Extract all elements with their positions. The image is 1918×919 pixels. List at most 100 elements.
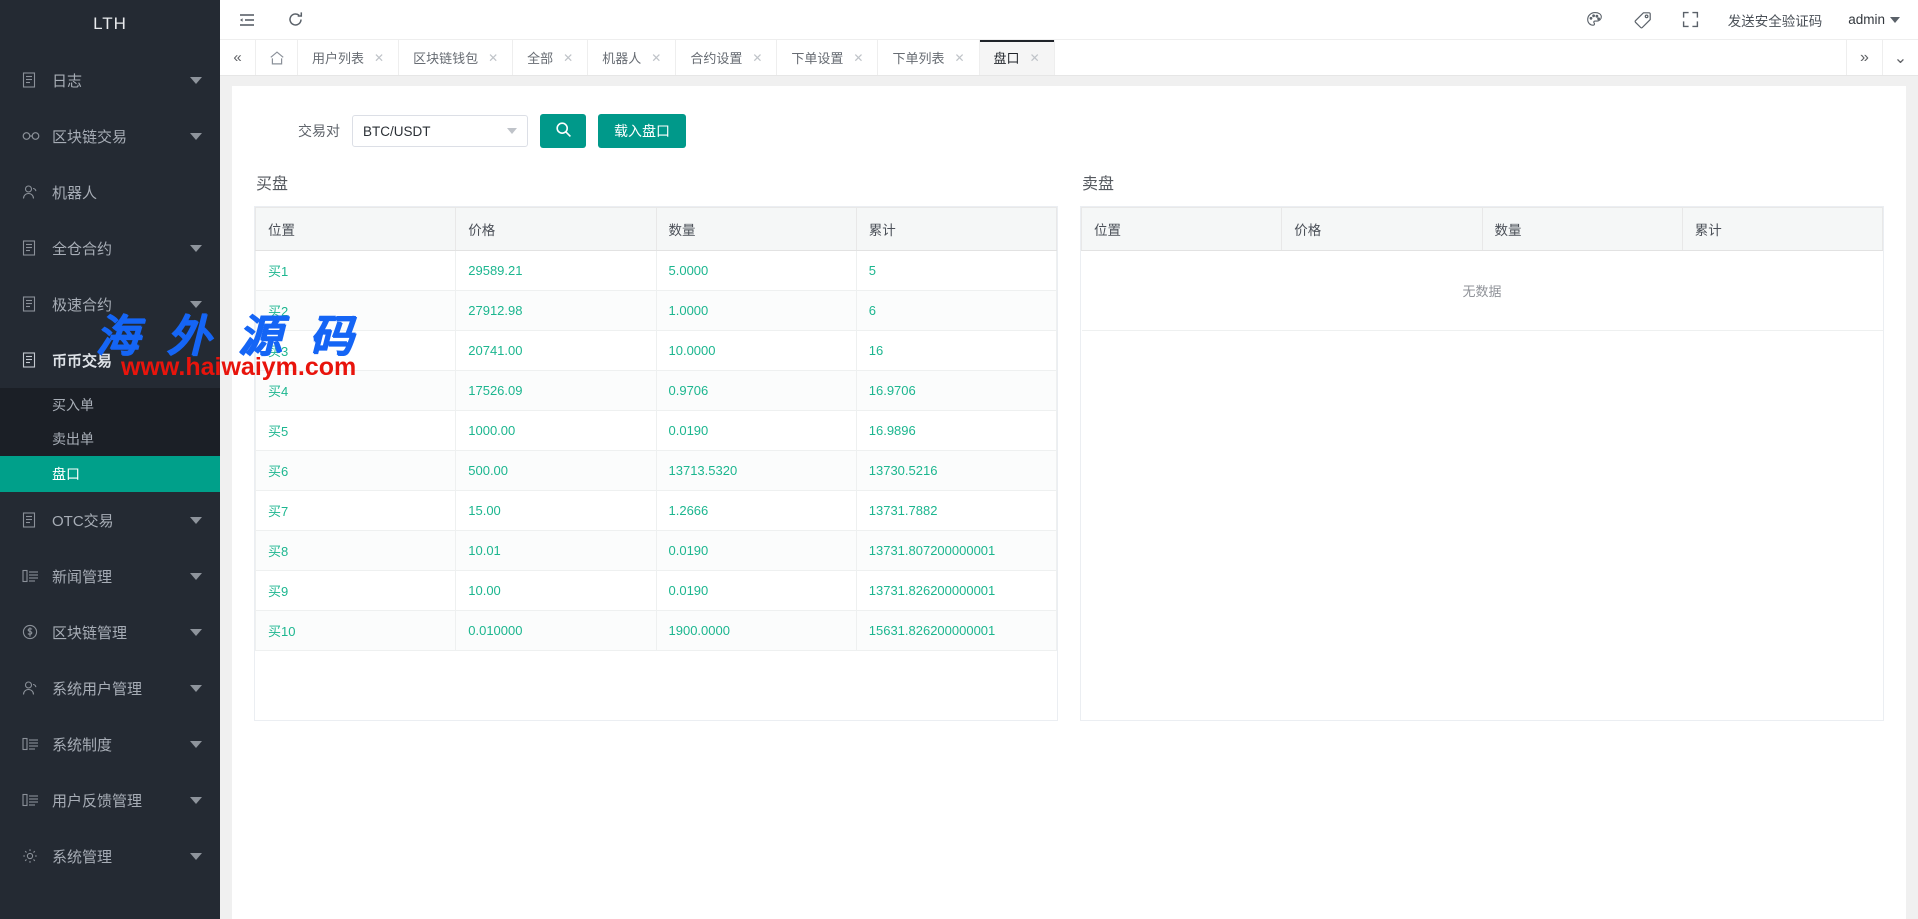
news-icon — [22, 793, 44, 807]
buy-table-body: 买1 29589.21 5.0000 5 买2 27912.98 1.0000 — [255, 250, 1057, 651]
user-icon — [22, 184, 44, 200]
send-security-code-button[interactable]: 发送安全验证码 — [1727, 13, 1823, 29]
chevron-down-icon — [190, 572, 202, 580]
sidebar-item-user-feedback-label: 用户反馈管理 — [52, 792, 143, 810]
cell-cumulative: 13731.807200000001 — [855, 530, 1057, 571]
close-icon[interactable]: ✕ — [1029, 50, 1040, 65]
chevron-down-icon — [190, 244, 202, 252]
refresh-icon[interactable] — [282, 7, 308, 33]
cell-position: 买2 — [255, 290, 457, 331]
sidebar-item-blockchain-mgmt-label: 区块链管理 — [52, 624, 128, 642]
tab-robot[interactable]: 机器人 ✕ — [588, 40, 677, 75]
cell-position: 买9 — [255, 570, 457, 611]
tabs-prev-button[interactable]: « — [220, 40, 256, 75]
close-icon[interactable]: ✕ — [651, 50, 662, 65]
sidebar-item-system-users-label: 系统用户管理 — [52, 680, 143, 698]
table-row[interactable]: 买7 15.00 1.2666 13731.7882 — [255, 490, 1057, 531]
tab-orderbook[interactable]: 盘口 ✕ — [979, 40, 1055, 75]
topbar-right: 发送安全验证码 admin — [1584, 9, 1918, 31]
col-price: 价格 — [1281, 207, 1483, 251]
pair-label: 交易对 — [298, 123, 340, 139]
user-menu-label: admin — [1848, 12, 1885, 27]
cell-cumulative: 16.9896 — [855, 410, 1057, 451]
cell-quantity: 0.0190 — [655, 410, 857, 451]
fullscreen-icon[interactable] — [1680, 9, 1702, 31]
sidebar-item-cross-contract[interactable]: 全仓合约 — [0, 220, 220, 276]
cell-cumulative: 15631.826200000001 — [855, 610, 1057, 651]
sidebar-item-system-policy-label: 系统制度 — [52, 736, 113, 754]
chevron-down-icon — [190, 516, 202, 524]
sidebar-item-system-users[interactable]: 系统用户管理 — [0, 660, 220, 716]
close-icon[interactable]: ✕ — [853, 50, 864, 65]
tab-order-list[interactable]: 下单列表 ✕ — [878, 40, 980, 75]
tab-order-settings[interactable]: 下单设置 ✕ — [777, 40, 879, 75]
table-row[interactable]: 买1 29589.21 5.0000 5 — [255, 250, 1057, 291]
sidebar-subitem-sell-orders[interactable]: 卖出单 — [52, 431, 94, 447]
tab-all[interactable]: 全部 ✕ — [513, 40, 589, 75]
sidebar-item-fast-contract[interactable]: 极速合约 — [0, 276, 220, 332]
brand-title: LTH — [0, 0, 220, 48]
table-row[interactable]: 买4 17526.09 0.9706 16.9706 — [255, 370, 1057, 411]
tag-icon[interactable] — [1632, 9, 1654, 31]
sidebar-item-logs[interactable]: 日志 — [0, 52, 220, 108]
sidebar-item-system-mgmt[interactable]: 系统管理 — [0, 828, 220, 884]
close-icon[interactable]: ✕ — [752, 50, 763, 65]
sidebar-item-robot[interactable]: 机器人 — [0, 164, 220, 220]
sidebar-subitem-orderbook[interactable]: 盘口 — [0, 456, 220, 492]
close-icon[interactable]: ✕ — [954, 50, 965, 65]
cell-quantity: 0.9706 — [655, 370, 857, 411]
sidebar-item-otc[interactable]: OTC交易 — [0, 492, 220, 548]
user-icon — [22, 680, 44, 696]
table-row[interactable]: 买2 27912.98 1.0000 6 — [255, 290, 1057, 331]
table-row[interactable]: 买3 20741.00 10.0000 16 — [255, 330, 1057, 371]
sidebar-item-coin-trade[interactable]: 币币交易 — [0, 332, 220, 388]
sidebar-item-news[interactable]: 新闻管理 — [0, 548, 220, 604]
tab-user-list[interactable]: 用户列表 ✕ — [298, 40, 400, 75]
palette-icon[interactable] — [1584, 9, 1606, 31]
empty-state-text: 无数据 — [1081, 250, 1883, 331]
col-quantity: 数量 — [655, 207, 857, 251]
tab-contract-settings[interactable]: 合约设置 ✕ — [676, 40, 778, 75]
buy-table: 位置 价格 数量 累计 买1 29589.21 — [255, 207, 1057, 651]
table-row[interactable]: 买6 500.00 13713.5320 13730.5216 — [255, 450, 1057, 491]
tab-label: 盘口 — [993, 51, 1020, 66]
load-orderbook-button[interactable]: 载入盘口 — [598, 114, 686, 148]
cell-price: 10.00 — [455, 570, 657, 611]
table-row[interactable]: 买9 10.00 0.0190 13731.826200000001 — [255, 570, 1057, 611]
cell-position: 买6 — [255, 450, 457, 491]
orderbook-panels: 买盘 位置 价格 数量 累计 — [254, 166, 1884, 721]
cell-position: 买8 — [255, 530, 457, 571]
close-icon[interactable]: ✕ — [563, 50, 574, 65]
empty-state-row: 无数据 — [1081, 250, 1883, 331]
sidebar-item-blockchain-mgmt[interactable]: 区块链管理 — [0, 604, 220, 660]
cell-quantity: 0.0190 — [655, 530, 857, 571]
user-menu[interactable]: admin — [1848, 12, 1900, 27]
col-position: 位置 — [1081, 207, 1283, 251]
home-icon[interactable] — [256, 40, 298, 75]
tab-blockchain-wallet[interactable]: 区块链钱包 ✕ — [399, 40, 514, 75]
cell-price: 27912.98 — [455, 290, 657, 331]
sidebar-submenu-coin-trade: 买入单 卖出单 盘口 — [0, 388, 220, 492]
cell-price: 15.00 — [455, 490, 657, 531]
sell-table: 位置 价格 数量 累计 无数据 — [1081, 207, 1883, 331]
close-icon[interactable]: ✕ — [374, 50, 385, 65]
trading-pair-select[interactable]: BTC/USDT — [352, 115, 528, 147]
tab-label: 机器人 — [602, 51, 642, 66]
tabs-dropdown-button[interactable]: ⌄ — [1882, 40, 1918, 75]
chevron-down-icon — [190, 852, 202, 860]
sidebar-item-system-policy[interactable]: 系统制度 — [0, 716, 220, 772]
table-row[interactable]: 买5 1000.00 0.0190 16.9896 — [255, 410, 1057, 451]
sidebar-item-blockchain-trade[interactable]: 区块链交易 — [0, 108, 220, 164]
sidebar-subitem-buy-orders[interactable]: 买入单 — [52, 397, 94, 413]
search-button[interactable] — [540, 114, 586, 148]
table-row[interactable]: 买10 0.010000 1900.0000 15631.82620000000… — [255, 610, 1057, 651]
cell-price: 17526.09 — [455, 370, 657, 411]
topbar-left — [220, 7, 308, 33]
dollar-icon — [22, 624, 44, 640]
tabs-next-button[interactable]: » — [1846, 40, 1882, 75]
sidebar-item-user-feedback[interactable]: 用户反馈管理 — [0, 772, 220, 828]
table-row[interactable]: 买8 10.01 0.0190 13731.807200000001 — [255, 530, 1057, 571]
menu-fold-icon[interactable] — [234, 7, 260, 33]
close-icon[interactable]: ✕ — [488, 50, 499, 65]
